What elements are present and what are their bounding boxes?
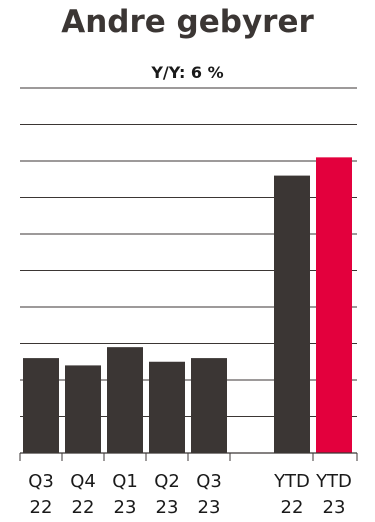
bar bbox=[107, 347, 143, 453]
bar bbox=[274, 175, 310, 453]
x-tick-label: Q2 bbox=[154, 471, 180, 492]
x-tick-label: 22 bbox=[72, 497, 95, 518]
bar bbox=[191, 358, 227, 453]
x-tick-label: 22 bbox=[30, 497, 53, 518]
chart-subtitle: Y/Y: 6 % bbox=[151, 63, 224, 82]
bar bbox=[23, 358, 59, 453]
chart-title: Andre gebyrer bbox=[61, 4, 314, 40]
x-tick-label: Q3 bbox=[196, 471, 222, 492]
x-tick-label: 23 bbox=[156, 497, 179, 518]
x-tick-label: 23 bbox=[114, 497, 137, 518]
x-tick-label: Q1 bbox=[112, 471, 138, 492]
bar bbox=[316, 157, 352, 453]
x-tick-label: 23 bbox=[323, 497, 346, 518]
x-tick-label: Q3 bbox=[28, 471, 54, 492]
x-tick-label: Q4 bbox=[70, 471, 96, 492]
x-tick-label: YTD bbox=[273, 471, 310, 492]
x-tick-label: 22 bbox=[281, 497, 304, 518]
bar bbox=[149, 361, 185, 453]
x-tick-label: 23 bbox=[198, 497, 221, 518]
x-tick-label: YTD bbox=[315, 471, 352, 492]
bar bbox=[65, 365, 101, 453]
